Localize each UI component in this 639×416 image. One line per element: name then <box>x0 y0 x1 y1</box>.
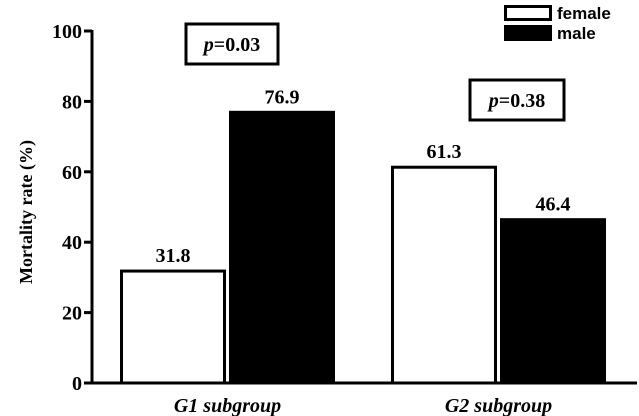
data-label: 46.4 <box>536 194 571 216</box>
bars: 31.8 76.9 G1 subgroup 61.3 46.4 G2 subgroup <box>120 86 606 416</box>
x-tick-label: G2 subgroup <box>445 395 552 416</box>
p-value-label: p=0.38 <box>487 90 545 112</box>
y-tick-label: 40 <box>62 232 82 254</box>
bar-female-1 <box>120 269 226 385</box>
x-tick-label: G1 subgroup <box>174 395 281 416</box>
y-tick-label: 100 <box>52 21 82 43</box>
legend-label-female: female <box>557 4 611 23</box>
legend-swatch-male <box>504 25 552 41</box>
data-label: 61.3 <box>427 141 462 163</box>
p-value-label: p=0.03 <box>202 34 260 56</box>
bar-male-1 <box>229 110 335 385</box>
y-tick-label: 80 <box>62 91 82 113</box>
y-tick-label: 0 <box>72 373 82 395</box>
legend-swatch-female <box>504 5 552 21</box>
data-label: 31.8 <box>156 245 191 267</box>
bar-male-2 <box>500 218 606 385</box>
annotations: p=0.03 p=0.38 <box>184 22 566 122</box>
p-value-box <box>184 22 280 66</box>
bar-female-2 <box>391 165 497 385</box>
y-tick-label: 20 <box>62 303 82 325</box>
legend-label-male: male <box>557 24 596 43</box>
p-value-box <box>468 78 566 122</box>
y-tick-label: 60 <box>62 162 82 184</box>
data-label: 76.9 <box>265 86 300 108</box>
y-axis-label: Mortality rate (%) <box>16 140 37 284</box>
